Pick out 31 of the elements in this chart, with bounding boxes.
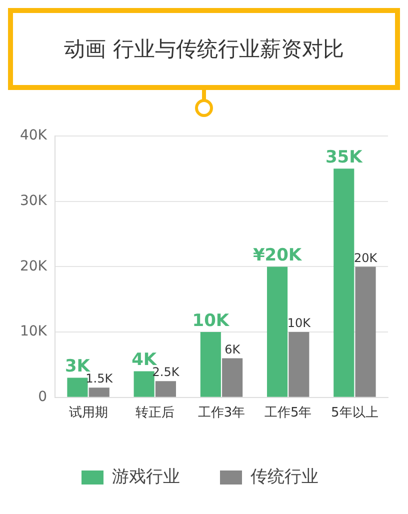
legend-label: 游戏行业 [112,466,180,487]
x-tick-label: 5年以上 [331,406,378,421]
data-label: 10K [287,316,312,330]
legend-label: 传统行业 [250,466,318,487]
data-label: 35K [325,148,364,168]
bar [355,266,376,397]
data-label: 10K [192,310,230,331]
bar [67,378,88,397]
chart-title: 动画 行业与传统行业薪资对比 [8,8,400,90]
bar [88,388,110,397]
x-tick-label: 转正后 [135,406,174,421]
x-tick-label: 试用期 [68,406,108,421]
y-tick-label: 20K [20,258,48,274]
bar [200,332,221,397]
bar [266,266,288,397]
data-label: 2.5K [152,365,180,380]
bar [134,371,154,397]
bar [155,381,176,397]
data-label: 20K [354,250,378,265]
x-tick-label: 工作3年 [198,406,246,421]
y-tick-label: 10K [20,324,48,340]
y-tick-label: 30K [20,192,48,209]
y-tick-label: 0 [38,389,47,406]
data-label: 1.5K [86,372,114,386]
data-label: 6K [224,342,242,356]
x-tick-label: 工作5年 [264,406,312,421]
data-label: ¥20K [252,246,302,266]
bar [222,358,243,397]
bar [288,332,310,397]
y-tick-label: 40K [20,128,48,144]
bar [334,168,354,397]
